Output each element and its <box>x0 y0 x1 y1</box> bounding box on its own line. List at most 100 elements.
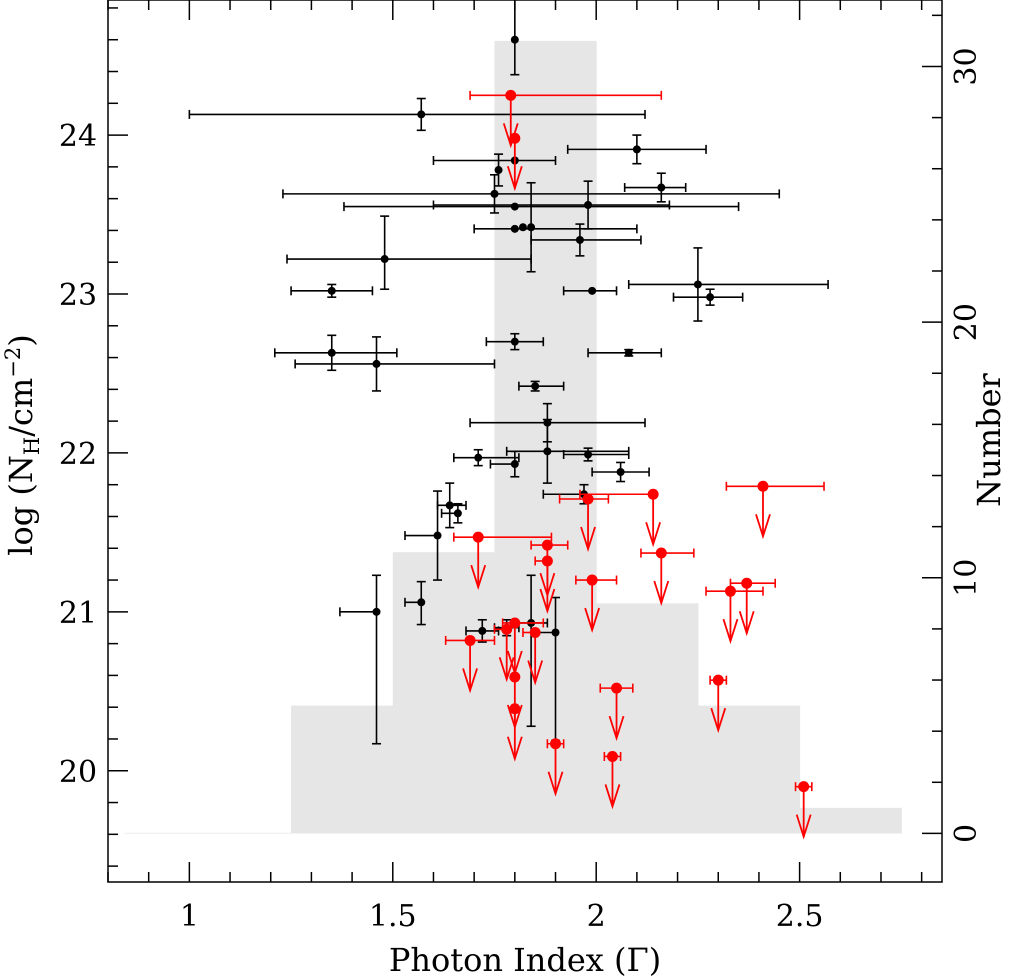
detection-marker <box>380 255 389 264</box>
histogram-bar <box>392 552 495 834</box>
histogram-bar <box>494 40 597 834</box>
upper-limit-marker <box>472 531 484 543</box>
detection-point <box>339 574 382 745</box>
histogram-bar <box>596 603 699 834</box>
detection-marker <box>490 189 499 198</box>
upper-limit-arrow-head <box>710 707 727 734</box>
upper-limit-point <box>709 674 728 734</box>
upper-limit-point <box>534 555 556 614</box>
upper-limit-arrow-head <box>584 607 600 634</box>
upper-limit-arrow-head <box>722 618 739 645</box>
upper-limit-point <box>522 626 544 686</box>
detection-marker <box>510 337 519 346</box>
y-axis-title-left-main: log (N <box>2 455 40 556</box>
upper-limit-point <box>453 531 553 591</box>
detection-point <box>432 156 557 166</box>
y-right-tick-label: 0 <box>949 824 984 843</box>
detection-marker <box>327 286 336 295</box>
upper-limit-arrow-head <box>580 526 596 552</box>
upper-limit-arrow-head <box>502 123 519 149</box>
histogram-bar <box>291 705 394 834</box>
upper-limit-point <box>599 682 634 742</box>
detection-marker <box>584 450 593 459</box>
detection-point <box>489 450 520 478</box>
upper-limit-point <box>444 634 496 694</box>
detection-marker <box>372 607 381 616</box>
x-tick-label: 2 <box>587 899 606 934</box>
detection-point <box>453 448 520 467</box>
y-axis-title-right: Number <box>970 372 1008 506</box>
upper-limit-arrow-head <box>462 668 478 694</box>
data-points <box>188 0 829 840</box>
detection-point <box>518 223 527 232</box>
detection-point <box>530 223 642 257</box>
upper-limit-marker <box>757 480 769 492</box>
y-axis-title-left: log (NH/cm−2) <box>1 334 44 555</box>
upper-limit-marker <box>611 682 623 694</box>
detection-point <box>562 447 630 462</box>
upper-limit-marker <box>586 574 598 586</box>
upper-limit-arrow-head <box>470 564 487 591</box>
detection-marker <box>632 145 641 154</box>
y-axis-title-left-end: ) <box>2 334 40 346</box>
upper-limit-point <box>579 488 662 548</box>
detection-point <box>623 172 687 203</box>
upper-limit-marker <box>464 634 476 646</box>
x-tick-label: 2.5 <box>776 899 824 934</box>
y-left-tick-label: 21 <box>59 596 97 631</box>
detection-marker <box>575 235 584 244</box>
detection-point <box>505 418 630 484</box>
y-axis-title-left-sup: −2 <box>1 347 25 378</box>
upper-limit-arrow-head <box>645 521 662 548</box>
upper-limit-point <box>558 493 610 552</box>
detection-point <box>591 461 650 483</box>
upper-limit-marker <box>509 132 521 144</box>
detection-point <box>518 380 565 392</box>
plot-frame <box>107 0 943 883</box>
upper-limit-marker <box>798 781 810 793</box>
detection-marker <box>706 293 715 302</box>
histogram <box>124 40 902 835</box>
detection-point <box>436 482 467 529</box>
upper-limit-marker <box>505 89 517 101</box>
detection-point <box>188 97 646 132</box>
upper-limit-point <box>506 132 523 192</box>
upper-limit-marker <box>647 488 659 500</box>
detection-marker <box>510 224 519 233</box>
detection-marker <box>494 166 503 175</box>
upper-limit-point <box>506 703 523 762</box>
y-right-tick-label: 10 <box>949 559 984 597</box>
upper-limit-point <box>640 547 695 607</box>
upper-limit-arrow-head <box>498 657 515 683</box>
detection-marker <box>474 453 483 462</box>
upper-limit-marker <box>655 547 667 559</box>
upper-limit-arrow-head <box>755 514 771 540</box>
detection-point <box>562 286 618 296</box>
detection-marker <box>327 348 336 357</box>
detection-marker <box>531 382 540 391</box>
x-tick-label: 1.5 <box>369 899 417 934</box>
detection-marker <box>693 280 702 289</box>
upper-limit-arrow-head <box>608 715 625 742</box>
detection-marker <box>417 110 426 119</box>
detection-marker <box>417 598 426 607</box>
upper-limit-arrow-head <box>795 814 812 840</box>
x-axis-title: Photon Index (Γ) <box>389 941 661 978</box>
detection-point <box>587 348 663 358</box>
y-left-tick-label: 23 <box>59 278 97 313</box>
detection-marker <box>588 286 597 295</box>
upper-limit-arrow-head <box>539 588 556 614</box>
upper-limit-marker <box>509 671 521 683</box>
detection-marker <box>510 202 519 211</box>
detection-point <box>485 332 545 351</box>
detection-marker <box>657 183 666 192</box>
upper-limit-point <box>705 585 764 645</box>
upper-limit-marker <box>606 750 618 762</box>
upper-limit-marker <box>509 703 521 715</box>
detection-point <box>404 490 443 581</box>
detection-marker <box>543 447 552 456</box>
detection-point <box>627 247 829 322</box>
upper-limit-marker <box>741 577 753 589</box>
upper-limit-marker <box>509 617 521 629</box>
